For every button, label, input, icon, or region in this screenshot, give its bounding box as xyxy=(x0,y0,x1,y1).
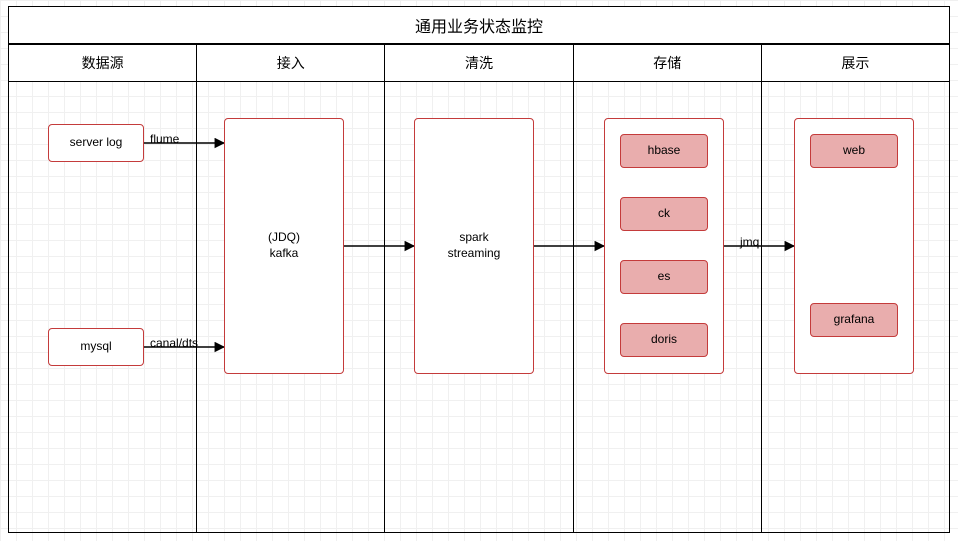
node-web: web xyxy=(810,134,898,168)
col-header-4: 展示 xyxy=(762,44,950,82)
node-kafka: (JDQ) kafka xyxy=(224,118,344,374)
node-grafana: grafana xyxy=(810,303,898,337)
column-headers: 数据源 接入 清洗 存储 展示 xyxy=(8,44,950,82)
node-spark: spark streaming xyxy=(414,118,534,374)
node-ck: ck xyxy=(620,197,708,231)
node-doris: doris xyxy=(620,323,708,357)
node-server-log: server log xyxy=(48,124,144,162)
col-header-3: 存储 xyxy=(574,44,762,82)
edge-label-storage_box-display_box: jmq xyxy=(740,235,759,249)
node-es: es xyxy=(620,260,708,294)
col-header-1: 接入 xyxy=(197,44,385,82)
node-mysql: mysql xyxy=(48,328,144,366)
node-hbase: hbase xyxy=(620,134,708,168)
diagram-title: 通用业务状态监控 xyxy=(8,6,950,44)
col-header-2: 清洗 xyxy=(385,44,573,82)
edge-label-mysql-kafka: canal/dts xyxy=(150,336,198,350)
edge-label-server_log-kafka: flume xyxy=(150,132,179,146)
col-header-0: 数据源 xyxy=(8,44,197,82)
